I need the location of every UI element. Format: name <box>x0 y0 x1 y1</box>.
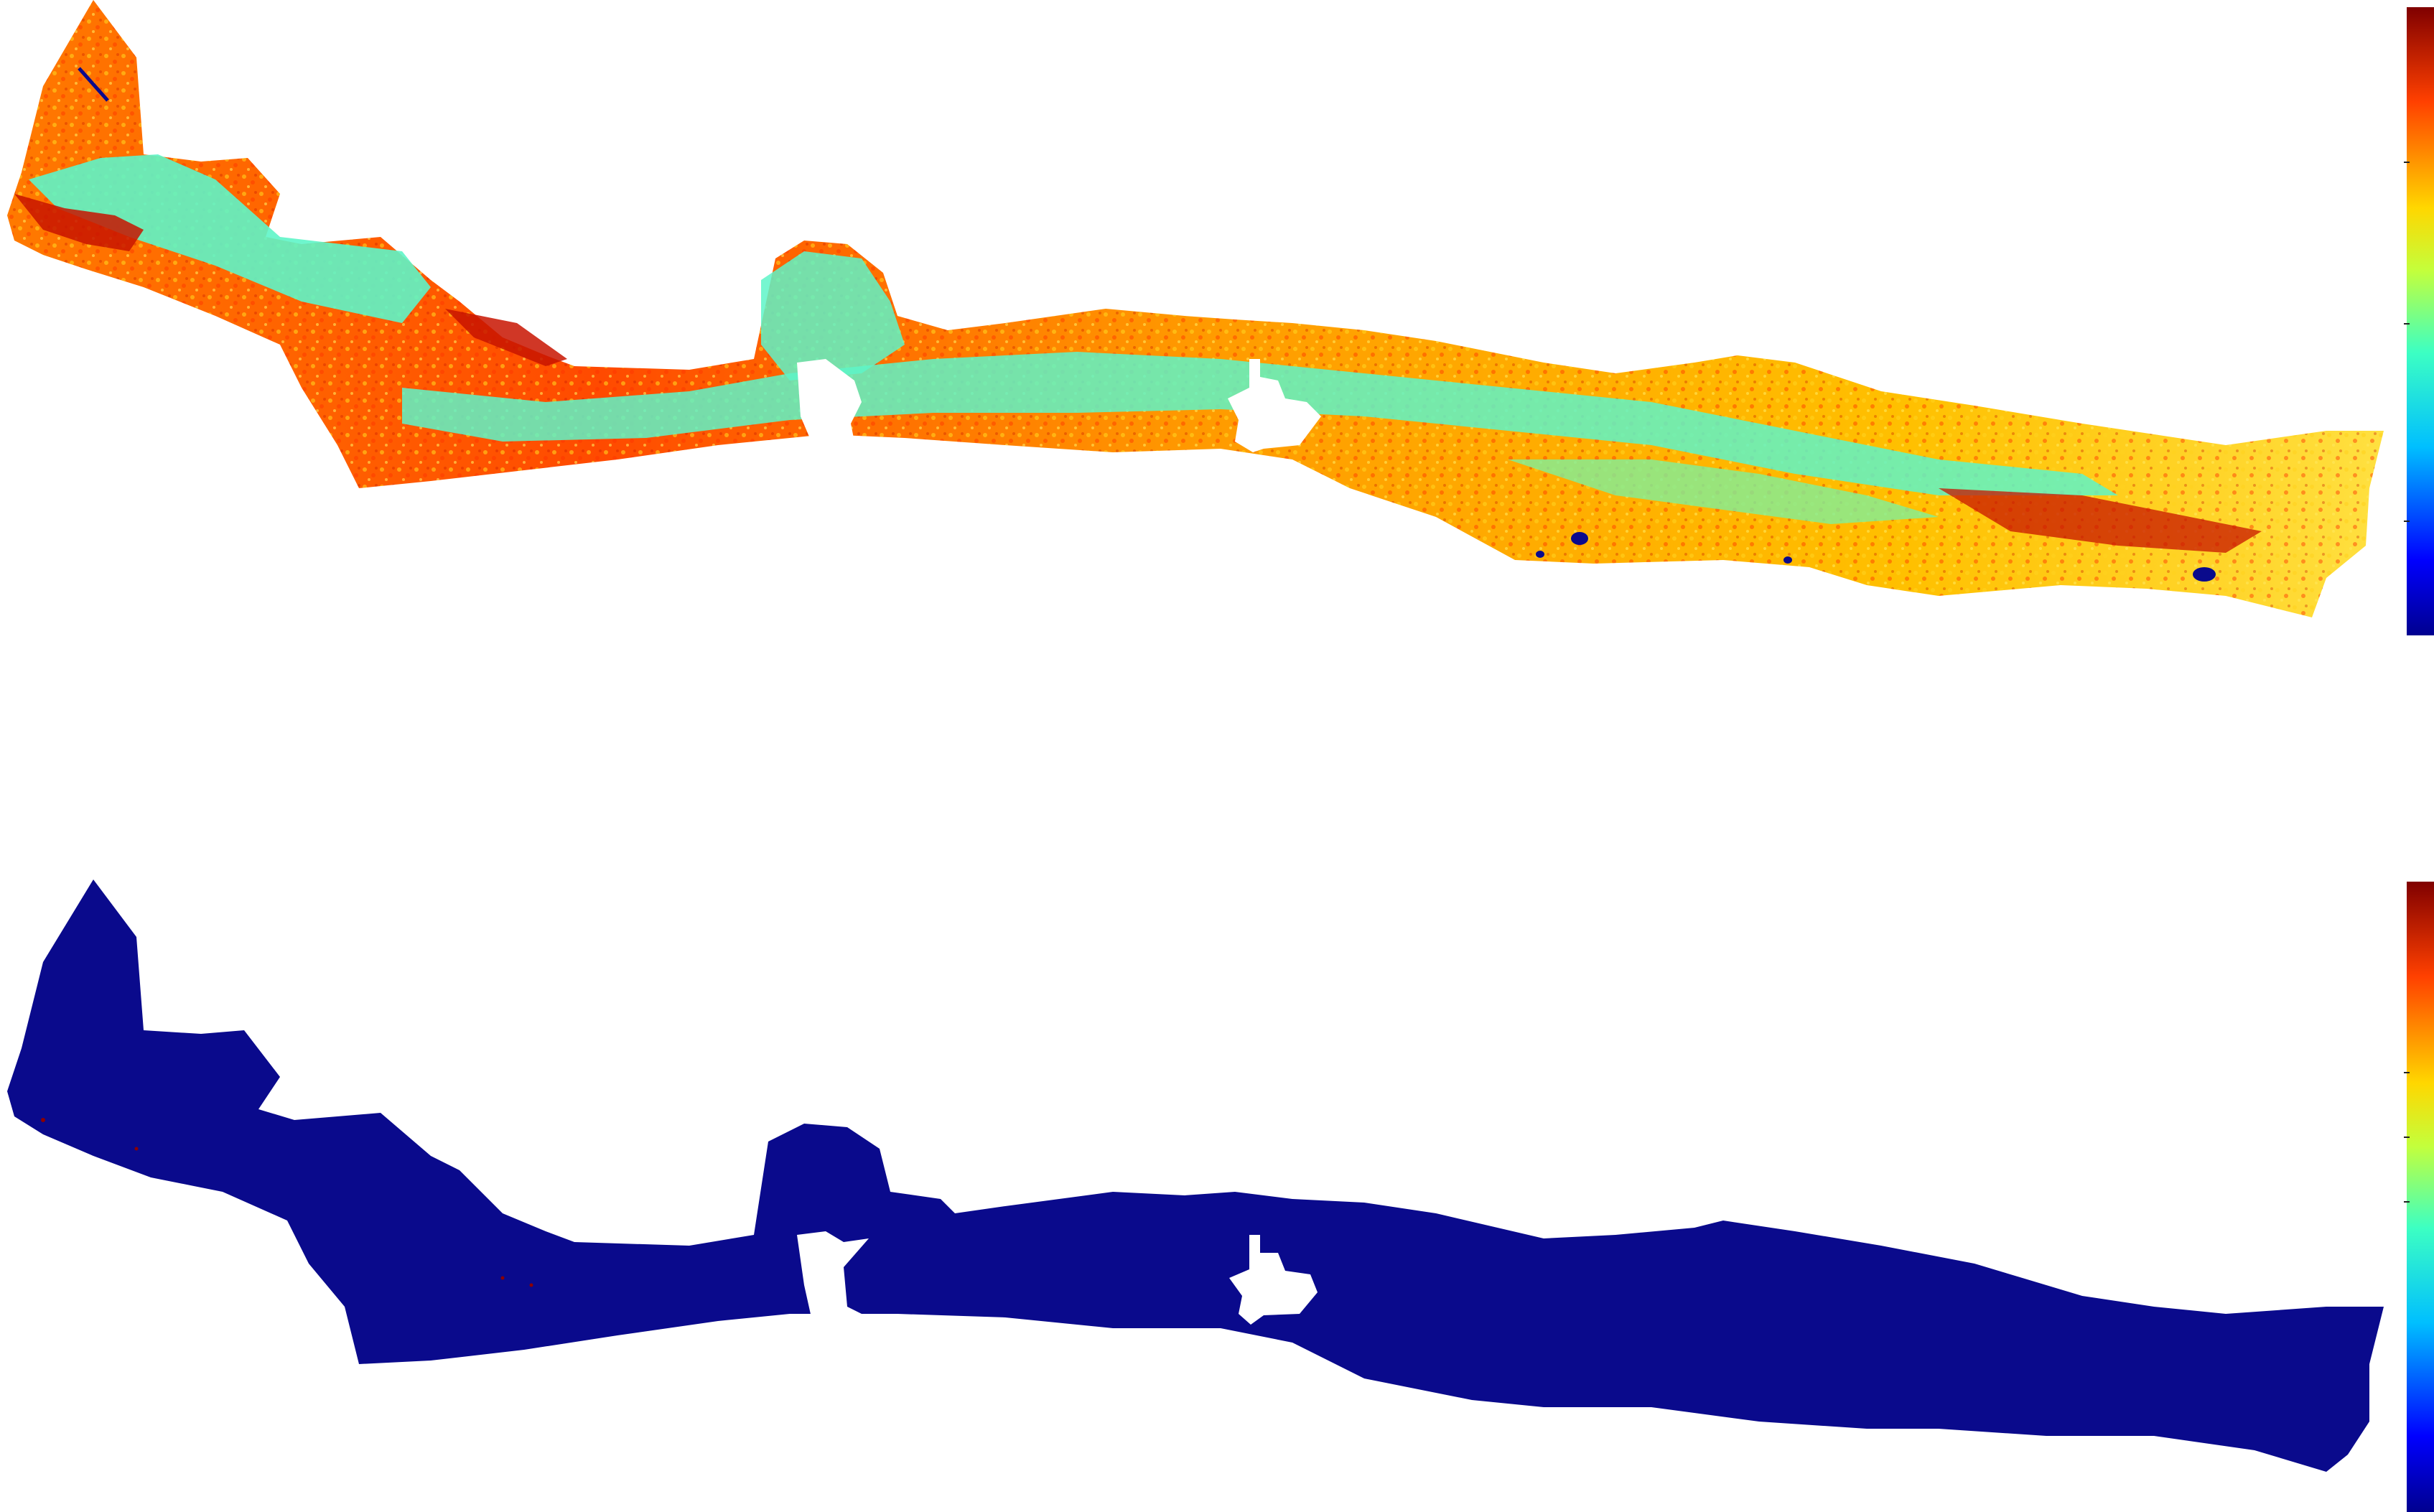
colorbar-tick <box>2404 1137 2410 1138</box>
colorbar-tick <box>2404 521 2410 522</box>
colorbar-tick <box>2404 162 2410 163</box>
colorbar-tick <box>2404 323 2410 325</box>
top-water-speck <box>1783 556 1792 564</box>
top-cyan-band-west <box>29 154 431 323</box>
bottom-speck <box>529 1283 533 1287</box>
top-water-speck <box>1571 532 1588 545</box>
top-red-ridge-west <box>14 194 144 251</box>
bottom-hole-west <box>797 1231 869 1317</box>
top-hole-west <box>797 359 862 442</box>
bottom-speck <box>500 1276 505 1280</box>
colorbar-tick <box>2404 1201 2410 1203</box>
map-panel-bottom <box>0 876 2434 1512</box>
top-map-svg <box>7 0 2384 617</box>
top-water-speck <box>1536 551 1544 558</box>
bottom-speck <box>41 1118 45 1122</box>
bottom-map-svg <box>7 879 2384 1472</box>
top-water-line <box>78 67 109 102</box>
bottom-colorbar <box>2404 882 2434 1512</box>
map-panel-top <box>0 0 2434 646</box>
top-colorbar <box>2404 7 2434 635</box>
bottom-landmass <box>7 879 2384 1472</box>
colorbar-tick <box>2404 1072 2410 1073</box>
bottom-speck <box>134 1147 139 1151</box>
top-red-ridge-mid <box>445 309 567 366</box>
top-red-ridge-east <box>1939 488 2262 553</box>
top-cyan-band-east <box>1508 459 1939 524</box>
top-water-speck <box>2193 567 2216 582</box>
top-hole-east <box>1228 359 1321 452</box>
bottom-hole-east <box>1229 1235 1318 1325</box>
top-cyan-band-knob <box>761 251 905 381</box>
